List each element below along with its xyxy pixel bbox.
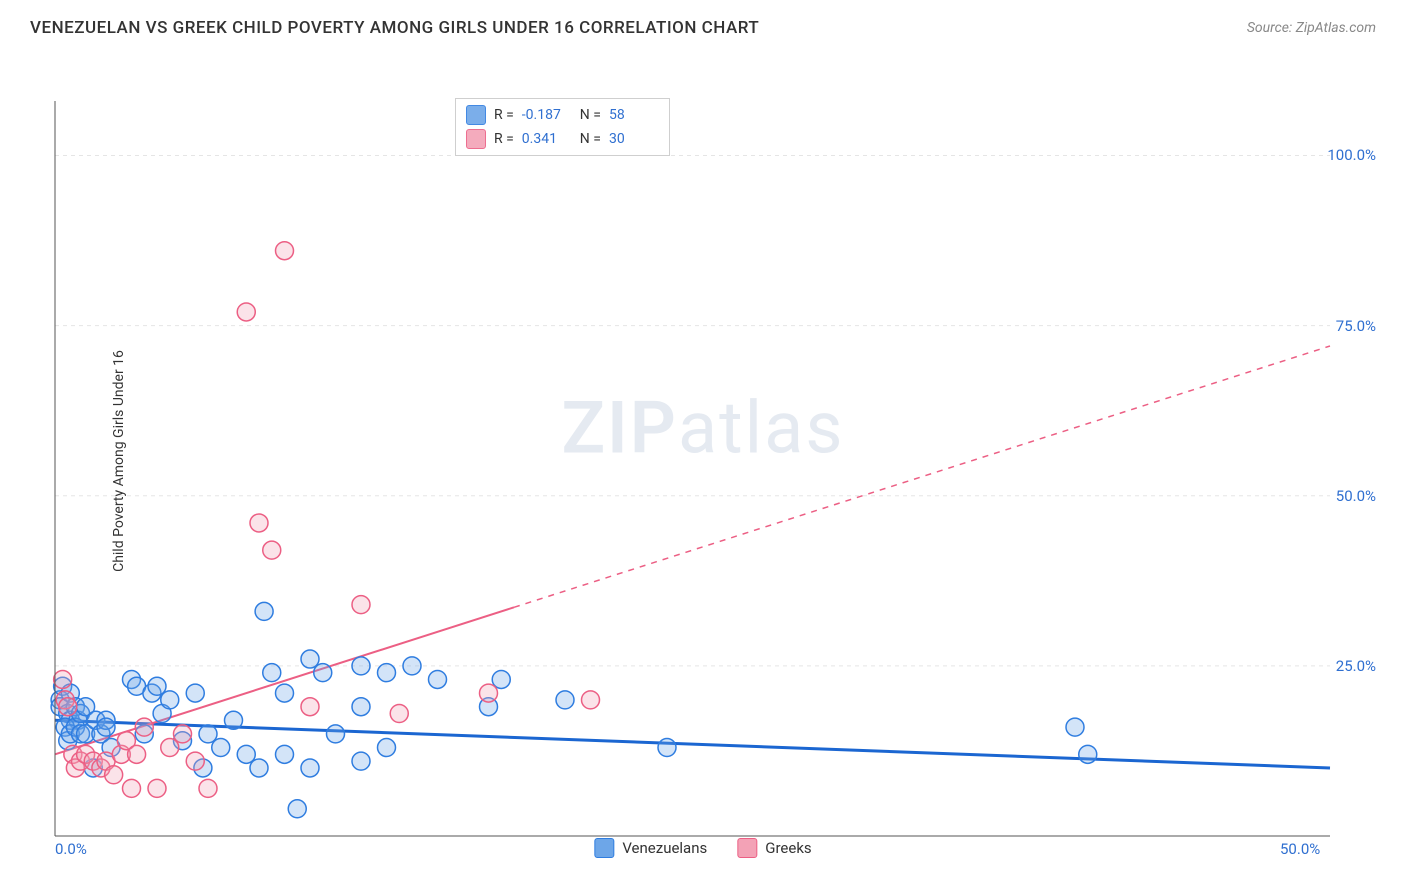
y-tick-label: 100.0%: [1327, 146, 1376, 164]
legend-n-value: 30: [609, 131, 659, 147]
y-tick-label: 50.0%: [1336, 487, 1376, 505]
series-name: Venezuelans: [622, 839, 707, 857]
legend-r-value: 0.341: [522, 131, 572, 147]
legend-swatch: [594, 838, 614, 858]
legend-n-label: N =: [580, 107, 601, 123]
chart-title: VENEZUELAN VS GREEK CHILD POVERTY AMONG …: [30, 18, 759, 38]
y-tick-label: 25.0%: [1336, 657, 1376, 675]
y-axis-label: Child Poverty Among Girls Under 16: [111, 350, 127, 572]
series-legend-item: Greeks: [737, 838, 811, 858]
legend-swatch: [737, 838, 757, 858]
legend-n-value: 58: [609, 107, 659, 123]
legend-r-label: R =: [494, 131, 514, 147]
x-tick-label: 0.0%: [55, 840, 87, 858]
chart-source: Source: ZipAtlas.com: [1247, 20, 1376, 36]
y-tick-label: 75.0%: [1336, 317, 1376, 335]
x-tick-label: 50.0%: [1280, 840, 1320, 858]
legend-r-value: -0.187: [522, 107, 572, 123]
scatter-plot-svg: [0, 46, 1406, 876]
legend-row: R = -0.187 N = 58: [466, 103, 659, 127]
legend-row: R = 0.341 N = 30: [466, 127, 659, 151]
correlation-legend: R = -0.187 N = 58 R = 0.341 N = 30: [455, 98, 670, 156]
series-name: Greeks: [765, 839, 811, 857]
series-legend: Venezuelans Greeks: [594, 838, 811, 858]
chart-area: Child Poverty Among Girls Under 16 ZIPat…: [0, 46, 1406, 876]
legend-swatch: [466, 129, 486, 149]
legend-n-label: N =: [580, 131, 601, 147]
legend-r-label: R =: [494, 107, 514, 123]
legend-swatch: [466, 105, 486, 125]
series-legend-item: Venezuelans: [594, 838, 707, 858]
